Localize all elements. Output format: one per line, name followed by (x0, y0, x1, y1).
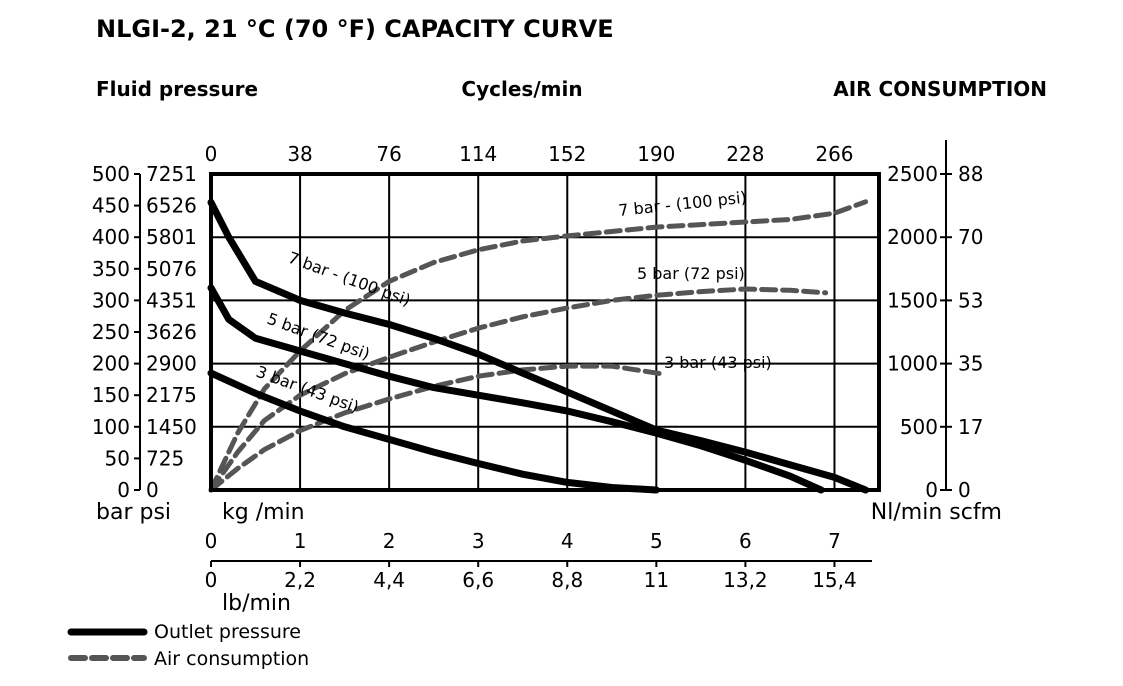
y-tick-label-psi: 5076 (146, 257, 197, 281)
y-tick-label-psi: 0 (146, 478, 159, 502)
y-right-tick-label-nl: 2000 (887, 225, 938, 249)
left-axis-header: Fluid pressure (96, 77, 258, 101)
x-top-tick-label: 228 (726, 142, 764, 166)
y-tick-label-psi: 725 (146, 446, 184, 470)
x-tick-label-kg: 0 (205, 529, 218, 553)
outlet-pressure-line (207, 284, 825, 494)
y-right-tick-label-scfm: 88 (958, 162, 983, 186)
y-tick-label-bar: 50 (105, 446, 130, 470)
y-tick-label-psi: 2900 (146, 352, 197, 376)
x-top-tick-label: 190 (637, 142, 675, 166)
y-right-unit-label: Nl/min scfm (871, 500, 1002, 525)
x-tick-label-kg: 5 (650, 529, 663, 553)
x-top-tick-label: 38 (287, 142, 312, 166)
x-tick-label-lb: 4,4 (373, 568, 405, 592)
x-top-tick-label: 114 (459, 142, 497, 166)
y-tick-label-psi: 6526 (146, 194, 197, 218)
x-axis-label-kg: kg /min (222, 500, 305, 525)
outlet-pressure-line (207, 369, 660, 494)
air-curve-label: 5 bar (72 psi) (637, 264, 745, 283)
y-tick-label-bar: 300 (92, 288, 130, 312)
x-top-tick-label: 0 (205, 142, 218, 166)
y-tick-label-bar: 350 (92, 257, 130, 281)
y-right-tick-label-nl: 1000 (887, 352, 938, 376)
y-left-unit-label: bar psi (96, 500, 171, 525)
air-curve-label: 3 bar (43 psi) (664, 353, 772, 372)
x-top-tick-label: 152 (548, 142, 586, 166)
air-consumption-line (208, 199, 869, 493)
x-tick-label-lb: 6,6 (462, 568, 494, 592)
y-tick-label-bar: 0 (117, 478, 130, 502)
y-tick-label-bar: 100 (92, 415, 130, 439)
x-tick-label-lb: 13,2 (723, 568, 768, 592)
y-right-tick-label-scfm: 35 (958, 352, 983, 376)
y-right-tick-label-nl: 0 (925, 478, 938, 502)
x-tick-label-kg: 1 (294, 529, 307, 553)
x-tick-label-kg: 2 (383, 529, 396, 553)
x-top-tick-label: 76 (376, 142, 401, 166)
y-tick-label-psi: 1450 (146, 415, 197, 439)
x-tick-label-lb: 15,4 (812, 568, 857, 592)
x-axis-label-lb: lb/min (222, 591, 291, 616)
y-right-tick-label-nl: 2500 (887, 162, 938, 186)
y-tick-label-psi: 4351 (146, 288, 197, 312)
y-tick-label-bar: 250 (92, 320, 130, 344)
y-right-tick-label-scfm: 0 (958, 478, 971, 502)
y-tick-label-bar: 450 (92, 194, 130, 218)
x-top-tick-label: 266 (815, 142, 853, 166)
legend-label-air: Air consumption (154, 648, 309, 670)
x-tick-label-lb: 2,2 (284, 568, 316, 592)
y-tick-label-bar: 200 (92, 352, 130, 376)
plot-frame (209, 172, 881, 492)
air-consumption-line (208, 286, 829, 493)
air-consumption-line (208, 363, 664, 493)
y-tick-label-bar: 500 (92, 162, 130, 186)
y-right-tick-label-scfm: 70 (958, 225, 983, 249)
y-tick-label-bar: 400 (92, 225, 130, 249)
y-tick-label-psi: 3626 (146, 320, 197, 344)
top-axis-header: Cycles/min (461, 77, 582, 101)
y-right-tick-label-nl: 1500 (887, 288, 938, 312)
x-tick-label-lb: 11 (644, 568, 669, 592)
y-right-tick-label-scfm: 53 (958, 288, 983, 312)
y-tick-label-psi: 2175 (146, 383, 197, 407)
x-tick-label-kg: 7 (828, 529, 841, 553)
outlet-curve-label: 3 bar (43 psi) (254, 362, 362, 417)
y-right-tick-label-scfm: 17 (958, 415, 983, 439)
legend-label-outlet: Outlet pressure (154, 621, 301, 643)
chart-title: NLGI-2, 21 °C (70 °F) CAPACITY CURVE (96, 15, 614, 43)
air-curve-label: 7 bar - (100 psi) (617, 188, 747, 220)
outlet-pressure-line (207, 198, 870, 494)
y-tick-label-psi: 7251 (146, 162, 197, 186)
x-tick-label-lb: 0 (205, 568, 218, 592)
right-axis-header: AIR CONSUMPTION (833, 77, 1047, 101)
y-tick-label-psi: 5801 (146, 225, 197, 249)
y-right-tick-label-nl: 500 (900, 415, 938, 439)
y-tick-label-bar: 150 (92, 383, 130, 407)
x-tick-label-kg: 3 (472, 529, 485, 553)
x-tick-label-lb: 8,8 (551, 568, 583, 592)
x-tick-label-kg: 6 (739, 529, 752, 553)
x-tick-label-kg: 4 (561, 529, 574, 553)
